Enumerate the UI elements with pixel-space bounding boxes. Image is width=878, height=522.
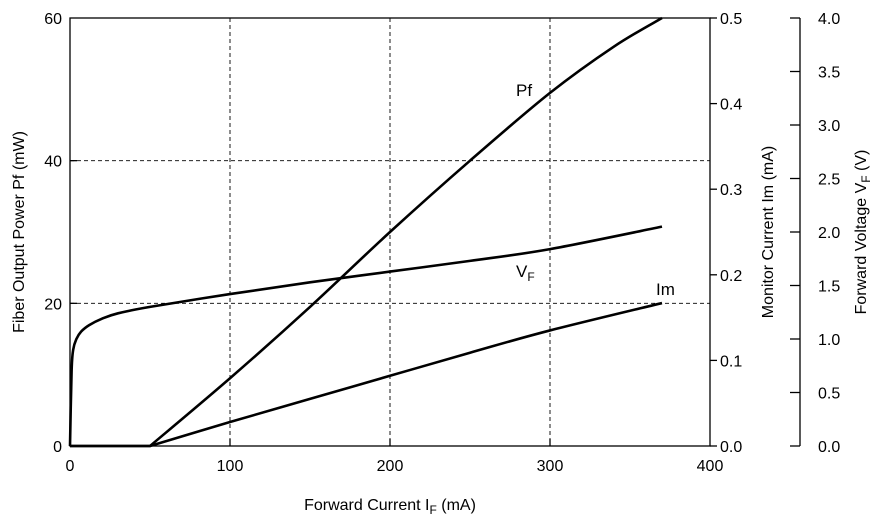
left-y-tick-label: 60: [44, 11, 62, 28]
monitor-current-tick-label: 0.2: [720, 268, 742, 285]
forward-voltage-tick-label: 3.0: [818, 118, 840, 135]
pf-curve-label: Pf: [516, 81, 532, 100]
forward-voltage-tick-label: 1.0: [818, 332, 840, 349]
monitor-current-tick-label: 0.3: [720, 182, 742, 199]
forward-voltage-tick-label: 4.0: [818, 11, 840, 28]
x-tick-label: 0: [66, 458, 75, 475]
pf-curve: [70, 16, 663, 448]
im-curve: [70, 301, 663, 448]
forward-voltage-tick-label: 1.5: [818, 279, 840, 296]
forward-voltage-axis-title: Forward Voltage VF (V): [853, 150, 873, 315]
forward-voltage-axis: [790, 17, 801, 447]
monitor-current-tick-label: 0.5: [720, 11, 742, 28]
left-y-tick-label: 20: [44, 296, 62, 313]
x-axis-title: Forward Current IF (mA): [304, 497, 476, 517]
vf-curve-label: VF: [516, 262, 535, 284]
vf-curve: [68, 225, 663, 447]
left-y-axis-title: Fiber Output Power Pf (mW): [11, 131, 28, 333]
monitor-current-tick-label: 0.1: [720, 353, 742, 370]
left-y-tick-label: 0: [53, 439, 62, 456]
monitor-current-tick-label: 0.0: [720, 439, 742, 456]
monitor-current-tick-label: 0.4: [720, 97, 742, 114]
x-tick-label: 200: [377, 458, 404, 475]
forward-voltage-tick-label: 0.0: [818, 439, 840, 456]
forward-voltage-tick-label: 3.5: [818, 65, 840, 82]
curves: [68, 16, 663, 448]
left-y-tick-label: 40: [44, 154, 62, 171]
monitor-current-axis-title: Monitor Current Im (mA): [760, 146, 777, 318]
x-tick-label: 100: [217, 458, 244, 475]
tick-marks: [70, 17, 717, 447]
tick-labels: 0 100 200 300 400 0 20 40 60 0.0 0.1 0.2 0.3 0.4 0.5 0.…: [44, 11, 840, 475]
x-tick-label: 400: [697, 458, 724, 475]
x-tick-label: 300: [537, 458, 564, 475]
im-curve-label: Im: [656, 280, 675, 299]
forward-voltage-tick-label: 2.0: [818, 225, 840, 242]
forward-voltage-tick-label: 0.5: [818, 386, 840, 403]
forward-voltage-tick-label: 2.5: [818, 172, 840, 189]
